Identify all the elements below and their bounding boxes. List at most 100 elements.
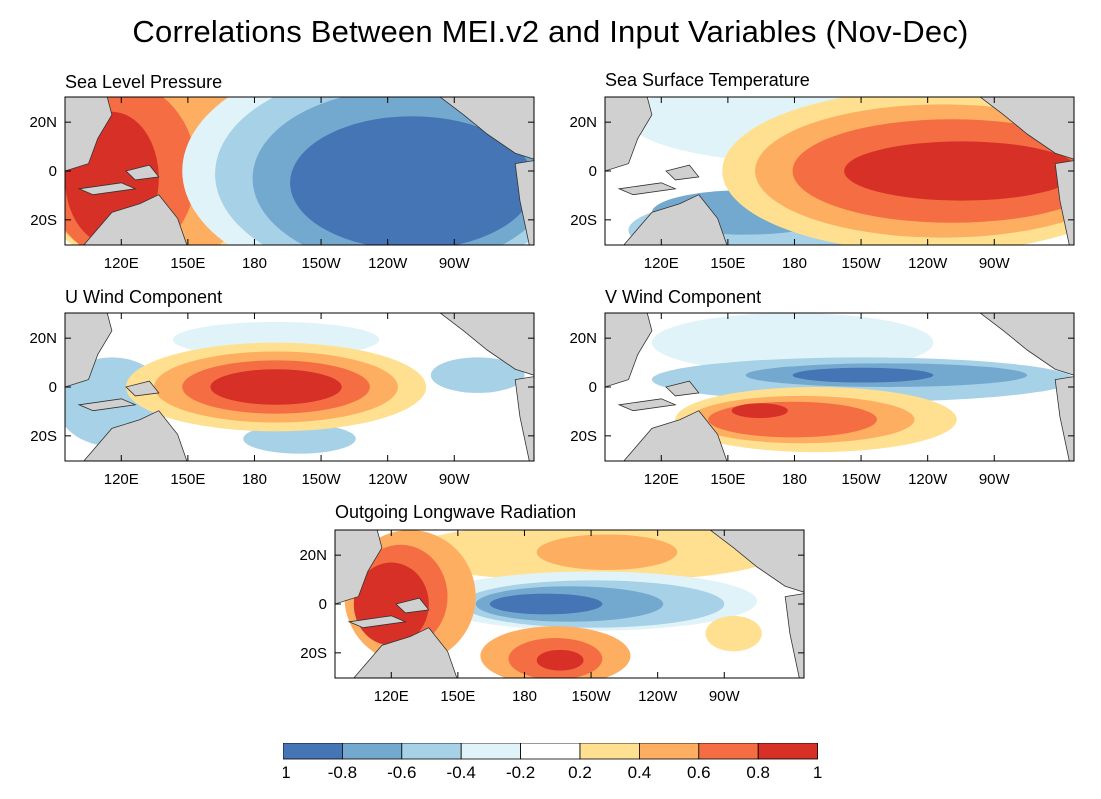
colorbar-label: -0.6 [387, 763, 416, 782]
indonesia-landmass [617, 398, 677, 412]
south-america-landmass [514, 376, 534, 461]
colorbar-label: 1 [813, 763, 822, 782]
map-frame [64, 96, 535, 246]
contour-region [215, 97, 534, 245]
lat-tick-label: 0 [589, 379, 597, 396]
asia-landmass [605, 313, 653, 388]
australia-landmass [353, 627, 458, 678]
lat-tick-label: 0 [589, 163, 597, 180]
lat-tick-label: 20N [29, 330, 57, 347]
lon-tick-label: 120E [104, 255, 139, 272]
contour-region [252, 97, 534, 245]
lon-tick-label: 120E [374, 688, 409, 705]
australia-landmass [83, 410, 188, 461]
lat-tick-label: 20N [29, 114, 57, 131]
lat-tick-label: 0 [319, 596, 327, 613]
lat-tick-label: 20S [570, 428, 597, 445]
north-america-landmass [979, 313, 1074, 376]
contour-region [675, 387, 957, 453]
map-background [65, 313, 534, 461]
lat-tick-label: 20N [569, 330, 597, 347]
lon-tick-label: 180 [242, 471, 267, 488]
colorbar-bin [520, 743, 581, 760]
north-america-landmass [439, 313, 534, 376]
north-america-landmass [709, 530, 804, 593]
contour-region [745, 363, 1028, 387]
lon-tick-label: 150W [841, 471, 881, 488]
contour-region [489, 593, 603, 615]
lon-tick-label: 120E [644, 255, 679, 272]
contour-region [792, 367, 934, 383]
lon-tick-label: 150E [170, 471, 205, 488]
contour-region [353, 562, 429, 646]
lon-tick-label: 120E [644, 471, 679, 488]
colorbar-label: -0.8 [328, 763, 357, 782]
panel-title: U Wind Component [65, 287, 223, 307]
colorbar-label: -0.2 [506, 763, 535, 782]
contour-region [125, 342, 427, 432]
lon-tick-label: 120W [908, 471, 948, 488]
colorbar-label: 0.8 [746, 763, 770, 782]
indonesia-landmass [617, 182, 677, 196]
colorbar: -1 -0.8 -0.6 -0.4 -0.2 0.2 0.4 0.6 0.8 1 [283, 743, 822, 782]
contour-region [536, 534, 678, 570]
north-america-landmass [979, 97, 1074, 160]
south-america-landmass [514, 160, 534, 245]
map-frame [604, 312, 1075, 462]
south-america-landmass [1054, 376, 1074, 461]
colorbar-bin [342, 743, 403, 760]
lon-tick-label: 90W [709, 688, 741, 705]
indonesia-landmass [77, 182, 137, 196]
north-america-landmass [439, 97, 534, 160]
lon-tick-label: 150W [841, 255, 881, 272]
map-frame [604, 96, 1075, 246]
lat-tick-label: 0 [49, 379, 57, 396]
contour-region [405, 530, 781, 582]
lon-tick-label: 150E [440, 688, 475, 705]
contour-region [628, 193, 1004, 245]
colorbar-bin [283, 743, 343, 760]
asia-landmass [65, 313, 113, 388]
contour-region [651, 313, 934, 373]
australia-landmass [623, 194, 728, 245]
contour-region [65, 111, 159, 245]
map-background [335, 530, 804, 678]
contour-region [480, 626, 631, 678]
contour-region [182, 360, 370, 414]
map-background [605, 313, 1074, 461]
panel-title: V Wind Component [605, 287, 762, 307]
asia-landmass [605, 97, 653, 172]
map-background [65, 97, 534, 245]
lat-tick-label: 20N [299, 547, 327, 564]
lon-tick-label: 120W [368, 471, 408, 488]
lat-tick-label: 0 [49, 163, 57, 180]
lon-tick-label: 150E [170, 255, 205, 272]
lon-tick-label: 150W [301, 471, 341, 488]
colorbar-label: 0.6 [687, 763, 711, 782]
contour-region [705, 615, 762, 652]
contour-region [182, 97, 534, 245]
contour-region [428, 571, 758, 631]
lon-tick-label: 90W [979, 471, 1011, 488]
map-frame [334, 529, 805, 679]
indonesia-landmass [77, 398, 137, 412]
contour-region [210, 369, 342, 405]
indonesia-landmass [347, 615, 407, 629]
contour-region [430, 357, 525, 393]
asia-landmass [65, 97, 113, 172]
contour-region [508, 638, 603, 678]
contour-region [475, 586, 664, 622]
colorbar-bin [401, 743, 462, 760]
borneo-landmass [125, 380, 160, 397]
contour-region [353, 544, 448, 649]
lon-tick-label: 180 [782, 471, 807, 488]
borneo-landmass [665, 164, 700, 181]
lon-tick-label: 180 [782, 255, 807, 272]
contour-region [536, 649, 584, 671]
lon-tick-label: 90W [979, 255, 1011, 272]
lon-tick-label: 120W [368, 255, 408, 272]
lon-tick-label: 150E [710, 255, 745, 272]
lon-tick-label: 90W [439, 255, 471, 272]
